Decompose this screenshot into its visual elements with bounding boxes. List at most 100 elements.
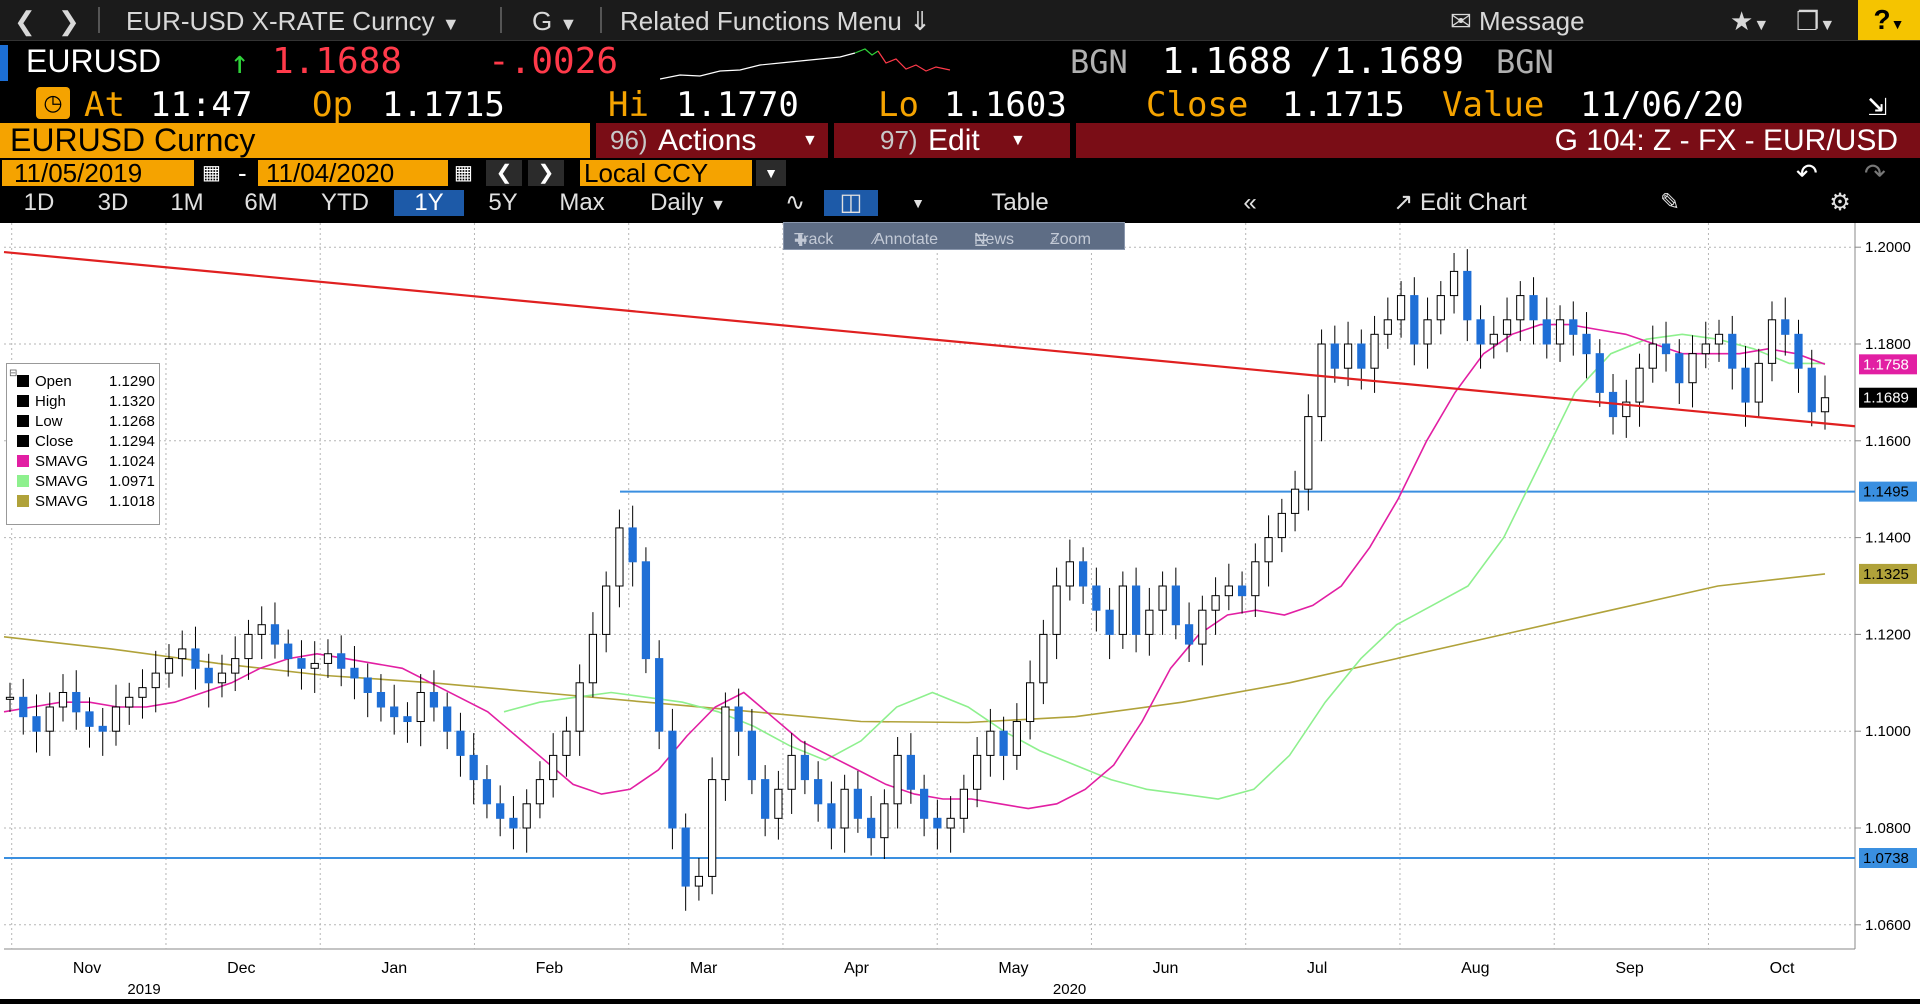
period-label: YTD	[321, 189, 369, 216]
help-button[interactable]: ?▼	[1858, 0, 1920, 40]
legend-swatch	[17, 495, 29, 507]
magnifier-icon: ⌕	[1050, 231, 1059, 248]
related-functions-menu[interactable]: Related Functions Menu ⇓	[620, 6, 931, 37]
x-tick-label: Jan	[381, 960, 407, 977]
value-date-label: Value	[1442, 85, 1545, 125]
currency-dropdown[interactable]: ▼	[756, 160, 786, 186]
chart-type-dropdown[interactable]: ▼	[911, 195, 925, 211]
undo-icon[interactable]: ↶	[1796, 158, 1818, 188]
news-label: News	[974, 231, 1015, 248]
security-selector[interactable]: EUR-USD X-RATE Curncy ▼	[126, 6, 460, 37]
chevron-left-icon: ❮	[495, 162, 513, 184]
function-selector[interactable]: G ▼	[532, 6, 577, 37]
period-5y[interactable]: 5Y	[468, 190, 538, 216]
candle-body	[376, 691, 386, 708]
draw-tool-icon[interactable]: ✎	[1659, 189, 1681, 216]
candle-body	[85, 711, 94, 727]
legend-value: 1.1290	[109, 373, 155, 390]
candle-body	[217, 672, 227, 684]
back-arrow-icon[interactable]: ❮	[14, 6, 36, 36]
window-button[interactable]: ❐▼	[1796, 6, 1835, 37]
redo-icon[interactable]: ↷	[1864, 158, 1886, 188]
candle-body	[1820, 397, 1830, 413]
legend-value: 1.1320	[109, 393, 155, 410]
edit-menu[interactable]: 97) Edit ▼	[834, 123, 1070, 158]
calendar-icon[interactable]: ▦	[202, 162, 221, 184]
collapse-left-icon[interactable]: «	[1243, 189, 1257, 216]
candle-body	[125, 696, 134, 708]
sma-short-line	[3, 323, 1826, 810]
line-chart-icon[interactable]: ∿	[784, 189, 806, 216]
y-tick-label: 1.1200	[1865, 626, 1911, 643]
security-name: EURUSD Curncy	[10, 122, 256, 158]
previous-period-button[interactable]: ❮	[486, 160, 522, 186]
last-price: 1.1688	[272, 41, 403, 82]
period-3d[interactable]: 3D	[78, 190, 148, 216]
candle-body	[1330, 343, 1339, 369]
up-arrow-icon: ↑	[230, 43, 250, 81]
security-action-bar: EURUSD Curncy 96) Actions ▼ 97) Edit ▼ G…	[0, 123, 1920, 158]
candle-body	[959, 788, 968, 819]
period-1m[interactable]: 1M	[152, 190, 222, 216]
candle-body	[1794, 333, 1803, 369]
security-name-box[interactable]: EURUSD Curncy	[0, 123, 590, 158]
period-bar: 1D 3D 1M 6M YTD 1Y 5Y Max Daily ▼ ∿ ◫ ▼ …	[0, 188, 1920, 218]
candle-body	[1092, 585, 1101, 611]
x-tick-label: Sep	[1615, 960, 1644, 977]
edit-chart-button[interactable]: ↗ Edit Chart	[1310, 190, 1610, 216]
candle-body	[469, 754, 478, 781]
candle-body	[257, 624, 266, 635]
period-ytd[interactable]: YTD	[300, 190, 390, 216]
price-label-box	[1859, 481, 1917, 502]
y-tick-label: 1.1400	[1865, 530, 1911, 547]
currency-value: Local CCY	[584, 158, 709, 188]
candlestick-icon[interactable]: ◫	[824, 190, 878, 216]
actions-number: 96)	[610, 125, 648, 155]
next-period-button[interactable]: ❯	[528, 160, 564, 186]
candle-body	[58, 691, 68, 708]
favorite-button[interactable]: ★▼	[1730, 6, 1769, 37]
candle-body	[1025, 682, 1035, 723]
end-date-input[interactable]: 11/04/2020	[258, 160, 448, 186]
legend-collapse-icon[interactable]: ⊟	[9, 368, 18, 379]
envelope-icon: ✉	[1450, 6, 1472, 36]
export-icon[interactable]: ⇲	[1868, 85, 1888, 123]
bid-price: 1.1688	[1162, 41, 1293, 82]
candle-body	[191, 648, 200, 669]
currency-select[interactable]: Local CCY	[580, 160, 752, 186]
period-max[interactable]: Max	[542, 190, 622, 216]
table-button[interactable]: Table	[960, 190, 1080, 216]
candle-body	[1370, 333, 1379, 369]
price-chart[interactable]: 1.2000 1.1800 1.1600 1.1400 1.1200 1.1000 1.08…	[0, 223, 1920, 999]
x-tick-label: Jun	[1153, 960, 1179, 977]
ticker: EURUSD	[26, 43, 162, 79]
candle-body	[1569, 319, 1578, 335]
candle-body	[429, 691, 439, 708]
start-date-input[interactable]: 11/05/2019	[2, 160, 194, 186]
calendar-icon[interactable]: ▦	[454, 162, 473, 184]
at-value: 11:47	[150, 85, 253, 125]
actions-menu[interactable]: 96) Actions ▼	[596, 123, 828, 158]
legend-item-open: Open 1.1290	[17, 372, 155, 392]
price-label: 1.0738	[1863, 850, 1909, 867]
x-tick-label: Oct	[1770, 960, 1795, 977]
candle-body	[1489, 333, 1498, 345]
period-1y[interactable]: 1Y	[394, 190, 464, 216]
pencil-icon: ∕	[874, 231, 877, 248]
candle-body	[1516, 295, 1525, 321]
frequency-select[interactable]: Daily ▼	[628, 190, 748, 216]
message-button[interactable]: ✉ Message	[1450, 6, 1585, 37]
alert-clock-icon[interactable]: ◷	[36, 87, 70, 119]
settings-gear-icon[interactable]: ⚙	[1829, 189, 1851, 216]
forward-arrow-icon[interactable]: ❯	[58, 6, 80, 36]
sparkline-white	[660, 52, 856, 80]
period-1d[interactable]: 1D	[4, 190, 74, 216]
dropdown-caret-icon: ▼	[710, 197, 726, 214]
candle-body	[45, 706, 54, 732]
chart-svg[interactable]: 1.2000 1.1800 1.1600 1.1400 1.1200 1.1000 1.08…	[0, 223, 1920, 999]
message-label: Message	[1479, 6, 1585, 36]
candle-body	[1582, 333, 1591, 355]
range-dash: -	[238, 158, 247, 188]
bid-ask-separator: /	[1310, 41, 1332, 82]
period-6m[interactable]: 6M	[226, 190, 296, 216]
